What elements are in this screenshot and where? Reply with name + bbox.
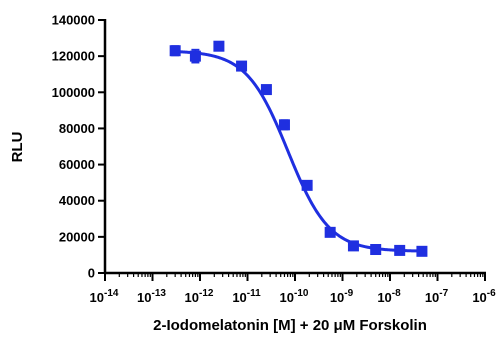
data-point xyxy=(189,50,201,62)
y-tick-label: 20000 xyxy=(59,229,95,244)
x-tick-label: 10-11 xyxy=(232,288,261,305)
data-point xyxy=(236,60,248,72)
x-tick-label: 10-8 xyxy=(377,288,401,305)
x-tick-label: 10-13 xyxy=(137,288,166,305)
data-point xyxy=(394,244,406,256)
data-point xyxy=(416,245,428,257)
x-tick-label: 10-7 xyxy=(425,288,449,305)
x-axis-title: 2-Iodomelatonin [M] + 20 μM Forskolin xyxy=(153,317,427,334)
x-tick-label: 10-6 xyxy=(472,288,496,305)
y-tick-label: 140000 xyxy=(52,13,95,28)
data-points xyxy=(169,40,428,257)
y-tick-label: 60000 xyxy=(59,157,95,172)
data-point xyxy=(169,45,181,57)
y-tick-label: 100000 xyxy=(52,85,95,100)
x-axis-ticks: 10-14 10-13 10-12 10-11 10-10 10-9 10-8 10-7 10-… xyxy=(90,273,496,305)
y-tick-label: 40000 xyxy=(59,193,95,208)
data-point xyxy=(301,179,313,191)
y-tick-label: 120000 xyxy=(52,49,95,64)
y-tick-label: 0 xyxy=(88,266,95,281)
x-tick-label: 10-12 xyxy=(185,288,214,305)
data-point xyxy=(324,226,336,238)
fit-curve xyxy=(172,49,425,253)
y-axis-title: RLU xyxy=(9,132,26,163)
data-point xyxy=(347,240,359,252)
x-tick-label: 10-14 xyxy=(90,288,119,305)
x-tick-label: 10-9 xyxy=(330,288,354,305)
data-point xyxy=(213,40,225,52)
data-point xyxy=(370,244,382,256)
y-axis-ticks: 0 20000 40000 60000 80000 100000 120000 140000 xyxy=(52,13,105,281)
x-tick-label: 10-10 xyxy=(280,288,309,305)
data-point xyxy=(278,119,290,131)
data-point xyxy=(260,84,272,96)
y-tick-label: 80000 xyxy=(59,121,95,136)
